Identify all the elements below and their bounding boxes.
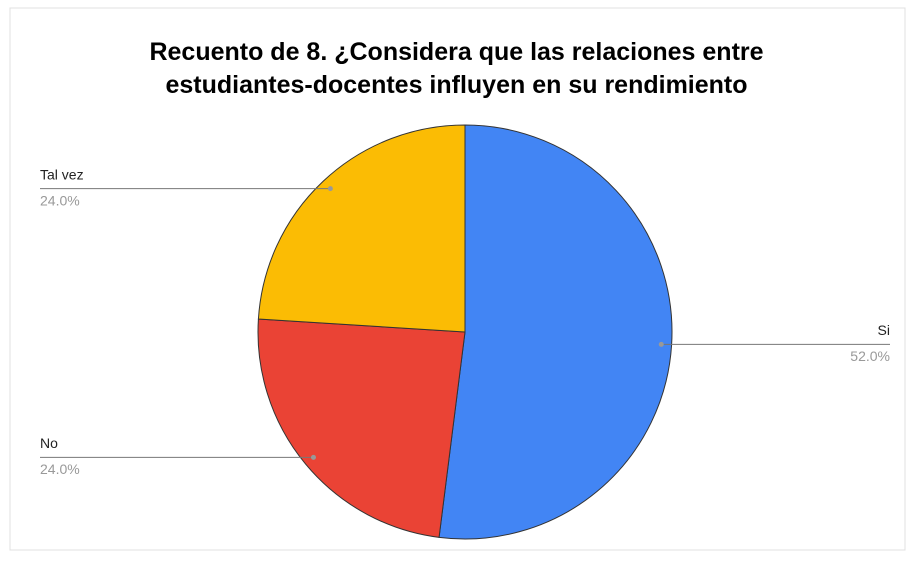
- slice-value-label: 24.0%: [40, 461, 80, 477]
- leader-dot: [327, 186, 333, 192]
- slice-label: Tal vez: [40, 166, 84, 182]
- slice-value-label: 52.0%: [850, 348, 890, 364]
- slice-value-label: 24.0%: [40, 192, 80, 208]
- leader-dot: [658, 341, 664, 347]
- slice-label: No: [40, 435, 58, 451]
- pie-slice: [438, 124, 673, 540]
- chart-title: Recuento de 8. ¿Considera que las relaci…: [149, 38, 764, 99]
- leader-dot: [310, 454, 316, 460]
- pie-slice: [257, 124, 466, 333]
- slice-label: Si: [878, 322, 890, 338]
- pie-slice: [257, 318, 466, 538]
